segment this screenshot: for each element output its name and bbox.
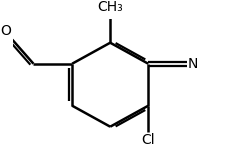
Text: CH₃: CH₃	[97, 0, 123, 14]
Text: Cl: Cl	[142, 133, 155, 147]
Text: O: O	[0, 24, 11, 38]
Text: N: N	[188, 57, 198, 71]
